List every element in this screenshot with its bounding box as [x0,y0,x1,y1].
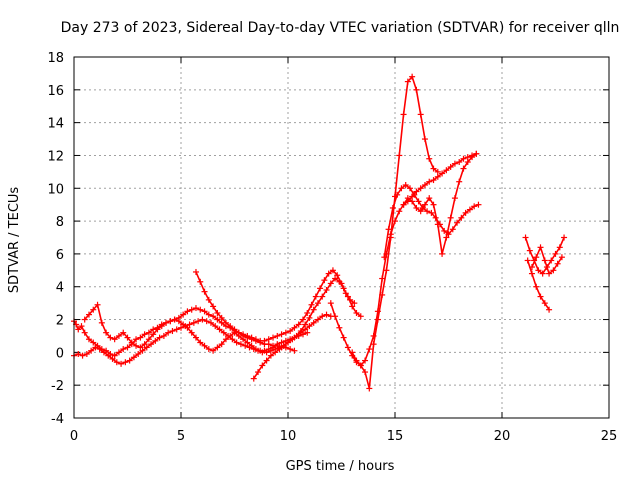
y-tick-label: 4 [56,281,64,296]
series-track-e [250,275,364,382]
y-axis-label: SDTVAR / TECUs [7,187,22,294]
y-tick-label: 14 [47,117,64,132]
tick-layer: 0 5 10 15 20 25 -4 -2 0 2 4 6 8 10 12 14 16 18 [47,51,617,444]
series-track-d [192,268,298,354]
y-tick-label: 2 [56,314,64,329]
x-tick-label: 15 [387,429,404,444]
x-axis-label: GPS time / hours [286,459,395,474]
y-tick-label: 10 [47,182,64,197]
x-tick-label: 25 [601,429,618,444]
series-track-h [381,181,482,261]
y-tick-label: 12 [47,149,64,164]
chart-title: Day 273 of 2023, Sidereal Day-to-day VTE… [61,20,620,36]
y-tick-label: 6 [56,248,64,263]
y-tick-label: -2 [51,379,64,394]
plot-frame [73,56,610,419]
y-tick-label: 18 [47,51,64,66]
series-track-i [400,150,480,257]
y-tick-label: -4 [51,412,64,427]
y-tick-label: 0 [56,346,64,361]
series-line [330,75,439,389]
series-line [524,237,565,275]
x-tick-label: 10 [280,429,297,444]
series-line [531,245,563,275]
series-layer [71,73,568,392]
grid-layer [74,57,609,418]
x-tick-label: 0 [70,429,78,444]
series-track-l [528,244,565,277]
x-tick-label: 5 [177,429,185,444]
series-line [402,153,477,255]
series-track-f [327,73,441,392]
series-track-k [524,257,553,313]
series-track-b [71,311,334,367]
y-tick-label: 8 [56,215,64,230]
series-line [526,260,550,311]
x-tick-label: 20 [494,429,511,444]
y-tick-label: 16 [47,84,64,99]
